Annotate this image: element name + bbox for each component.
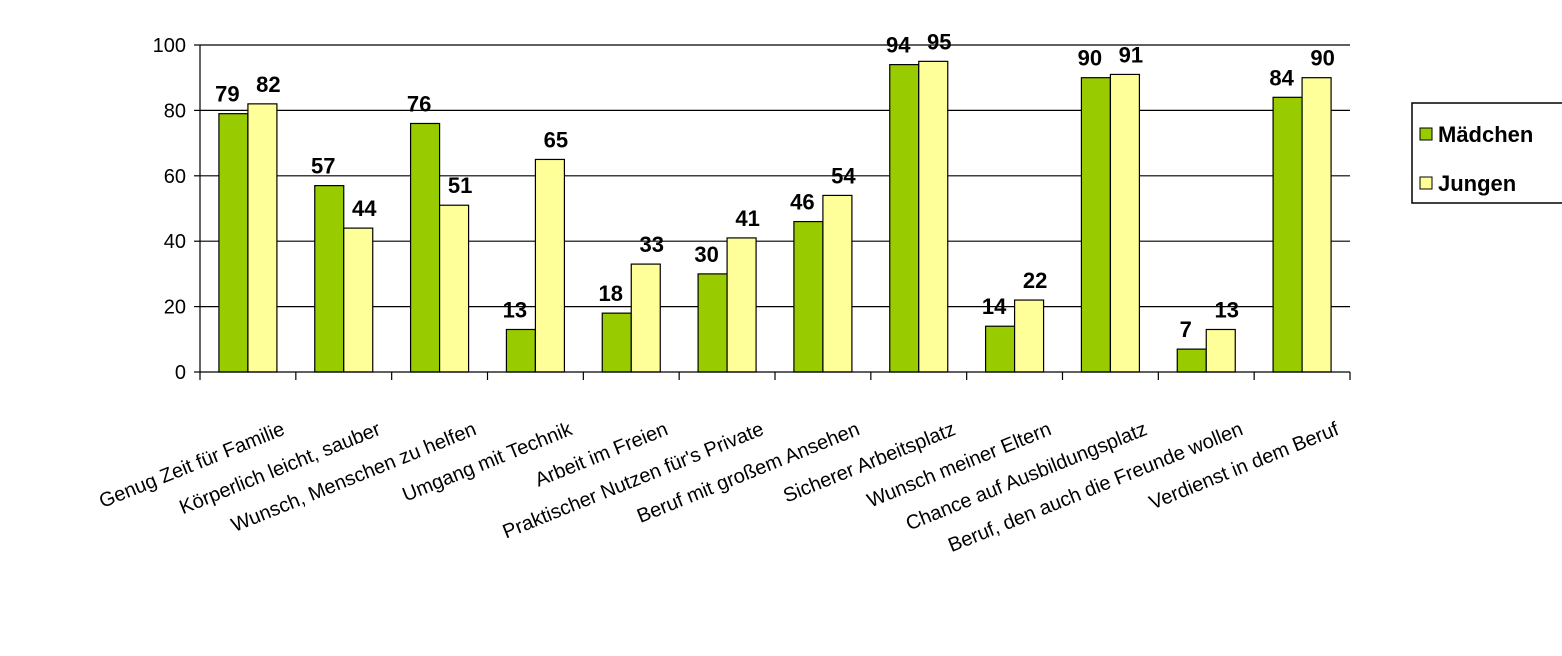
bar [1109,73,1141,373]
data-label: 54 [831,163,856,188]
data-label: 84 [1269,65,1294,90]
y-tick-label: 40 [164,231,186,253]
data-label: 33 [640,232,664,257]
category-label: Umgang mit Technik [399,418,576,507]
data-label: 90 [1078,46,1102,71]
data-label: 30 [694,242,718,267]
bar [726,237,757,373]
bar [438,204,470,373]
bar [505,328,537,373]
y-tick-label: 20 [164,297,186,319]
legend-swatch-maedchen [1419,127,1433,141]
data-label: 76 [407,91,431,116]
data-label: 57 [311,154,335,179]
bar [1080,77,1112,373]
bar [1301,77,1332,373]
data-label: 22 [1023,268,1047,293]
data-label: 18 [599,281,623,306]
data-label: 13 [503,297,527,322]
y-tick-label: 60 [164,166,186,188]
data-label: 79 [215,82,239,107]
bar [601,312,632,373]
data-label: 82 [256,72,280,97]
data-label: 44 [352,196,377,221]
bar [918,60,949,373]
bar [984,325,1016,373]
bar [822,194,853,373]
y-tick-label: 0 [175,362,186,384]
data-label: 91 [1119,42,1143,67]
legend-swatch-jungen [1419,176,1433,190]
data-label: 94 [886,33,911,58]
bar [534,158,566,373]
bar [247,103,278,373]
bar [409,122,441,373]
data-label: 51 [448,173,472,198]
gridlines [200,44,1350,308]
bar [1272,96,1303,373]
data-label: 14 [982,294,1007,319]
y-tick-label: 100 [153,35,186,57]
bar [630,263,661,373]
bar [1176,348,1207,373]
bar [343,227,374,373]
bar [889,64,920,373]
bar [314,185,345,373]
data-label: 41 [735,206,759,231]
legend-frame [1411,102,1562,204]
y-tick-label: 80 [164,100,186,122]
data-label: 90 [1310,46,1334,71]
legend-label-jungen: Jungen [1438,171,1516,196]
data-label: 46 [790,190,814,215]
bars [218,60,1332,373]
data-label: 7 [1180,317,1192,342]
legend: Mädchen Jungen [1411,102,1562,204]
data-label: 95 [927,29,951,54]
bar [1013,299,1045,373]
legend-label-maedchen: Mädchen [1438,122,1533,147]
data-label: 65 [544,127,568,152]
bar [218,113,249,373]
bar [697,273,728,373]
axes [194,44,1351,380]
bar [1205,328,1236,373]
data-label: 13 [1215,297,1239,322]
bar [793,220,824,373]
